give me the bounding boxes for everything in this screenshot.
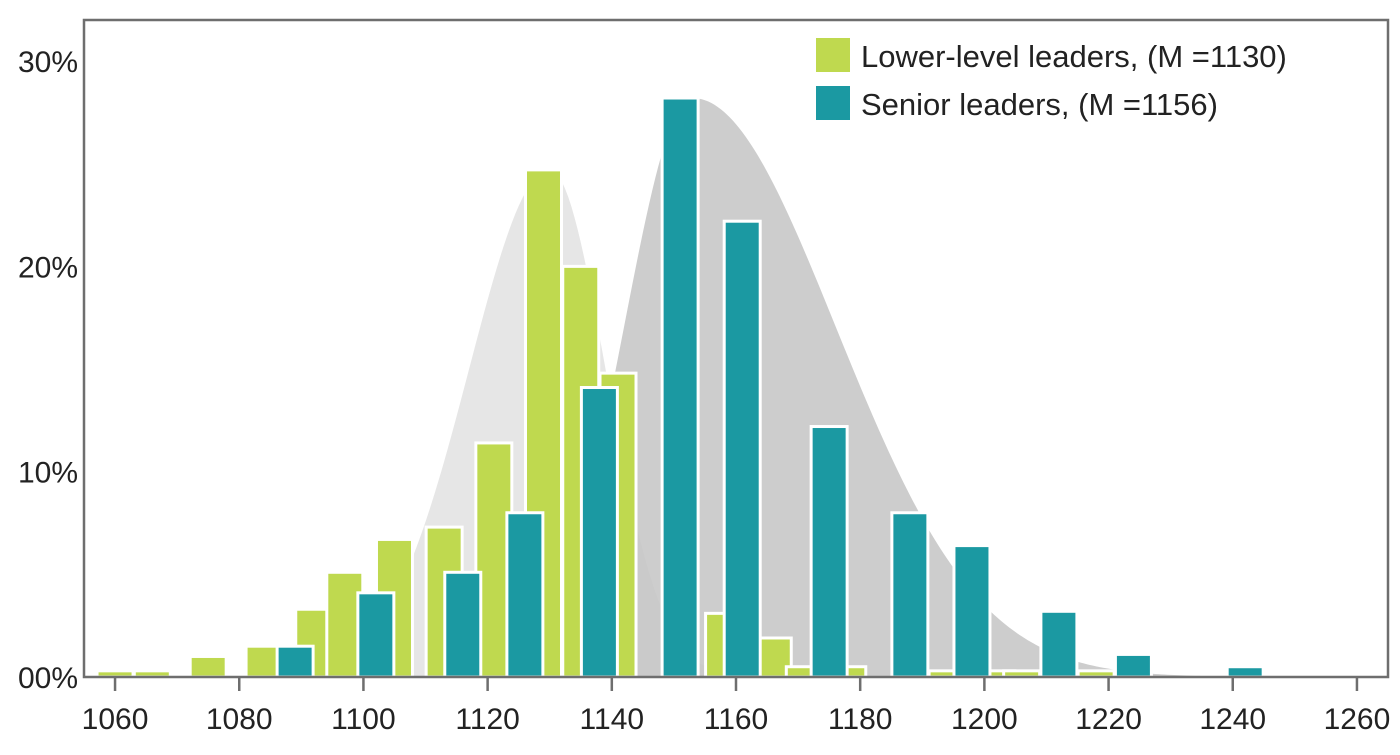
y-tick-label-3: 30% (18, 46, 78, 79)
x-tick-label-3: 1120 (455, 703, 520, 736)
legend: Lower-level leaders, (M =1130) Senior lea… (816, 38, 1287, 122)
bar-series2-10 (1039, 609, 1079, 679)
x-tick-label-10: 1260 (1324, 703, 1391, 736)
bar-series2-7 (809, 425, 849, 679)
bar-series2-3 (505, 511, 545, 679)
bars (95, 96, 1265, 679)
x-tick-label-4: 1140 (580, 703, 645, 736)
bar-series2-11 (1113, 652, 1153, 679)
x-tick-label-5: 1160 (704, 703, 769, 736)
x-tick-label-1: 1080 (206, 703, 273, 736)
axis-ticks: 1060 1080 1100 1120 1140 1160 1180 1200 1220 1240… (18, 46, 1390, 736)
y-tick-label-1: 10% (18, 457, 78, 490)
bar-series2-8 (890, 511, 930, 679)
x-tick-label-8: 1220 (1075, 703, 1142, 736)
legend-swatch-2 (816, 86, 850, 120)
x-tick-label-7: 1200 (951, 703, 1018, 736)
legend-label-1: Lower-level leaders, (M =1130) (861, 39, 1287, 74)
legend-swatch-1 (816, 38, 850, 72)
bar-series2-1 (356, 591, 396, 679)
x-tick-label-9: 1240 (1199, 703, 1266, 736)
y-tick-label-2: 20% (18, 251, 78, 284)
legend-label-2: Senior leaders, (M =1156) (861, 87, 1218, 122)
bar-series1-2 (188, 654, 228, 679)
bar-series2-4 (579, 386, 619, 679)
bar-series2-9 (952, 544, 992, 679)
bar-series2-5 (660, 96, 700, 679)
bar-series2-0 (275, 644, 315, 679)
x-tick-label-0: 1060 (82, 703, 149, 736)
bar-series2-6 (722, 219, 762, 679)
bar-series2-12 (1225, 665, 1265, 679)
y-tick-label-0: 00% (18, 662, 78, 695)
x-tick-label-2: 1100 (331, 703, 396, 736)
bar-series2-2 (443, 570, 483, 679)
x-tick-label-6: 1180 (828, 703, 893, 736)
